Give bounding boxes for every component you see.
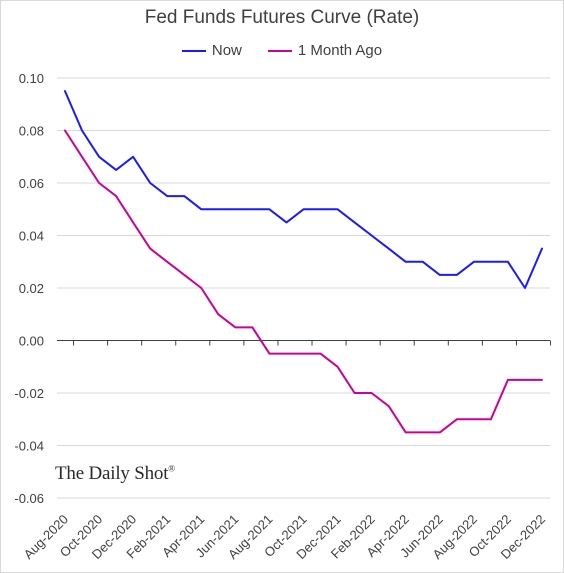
legend-swatch-now [181,49,206,52]
y-tick-label: 0.02 [19,281,44,296]
legend-item-1-month-ago: 1 Month Ago [267,42,383,59]
daily-shot-logo: The Daily Shot® [55,463,175,485]
chart-legend: Now 1 Month Ago [0,42,564,59]
legend-label-now: Now [211,42,242,59]
logo-mark: ® [168,463,175,474]
y-tick-label: -0.04 [14,439,44,454]
y-tick-label: -0.06 [14,491,44,506]
legend-label-1-month-ago: 1 Month Ago [297,42,383,59]
chart-title: Fed Funds Futures Curve (Rate) [144,7,420,28]
y-tick-label: 0.08 [19,124,44,139]
legend-item-now: Now [181,42,242,59]
y-tick-label: 0.00 [19,334,44,349]
logo-text: The Daily Shot [55,463,169,484]
series-line-now [64,90,543,289]
y-tick-label: 0.04 [19,229,44,244]
y-tick-label: -0.02 [14,386,44,401]
y-tick-label: 0.10 [19,71,44,86]
y-tick-label: 0.06 [19,176,44,191]
legend-swatch-1-month-ago [267,49,292,52]
series-line-1-month-ago [64,129,543,434]
